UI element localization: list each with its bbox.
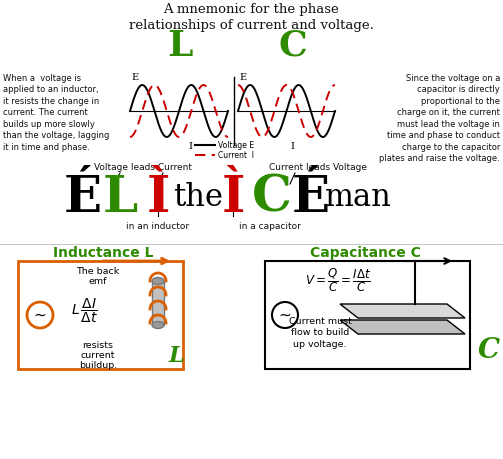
Ellipse shape (152, 321, 164, 329)
Text: Current  I: Current I (218, 151, 254, 159)
Text: É: É (64, 174, 102, 223)
Text: the: the (173, 183, 223, 213)
Text: I: I (188, 142, 192, 151)
Text: Voltage leads Current: Voltage leads Current (94, 163, 192, 172)
Text: $L\,\dfrac{\Delta I}{\Delta t}$: $L\,\dfrac{\Delta I}{\Delta t}$ (71, 297, 99, 325)
Text: E: E (239, 73, 246, 82)
Ellipse shape (152, 278, 164, 285)
Text: L: L (167, 29, 193, 63)
Polygon shape (340, 304, 465, 318)
Text: ~: ~ (279, 308, 291, 323)
Text: Inductance L: Inductance L (53, 246, 153, 260)
Text: E: E (131, 73, 138, 82)
Text: Current leads Voltage: Current leads Voltage (269, 163, 367, 172)
Text: Ì: Ì (146, 174, 170, 223)
Text: in a capacitor: in a capacitor (239, 222, 301, 231)
Text: $V = \dfrac{Q}{C} = \dfrac{I\Delta t}{C}$: $V = \dfrac{Q}{C} = \dfrac{I\Delta t}{C}… (305, 266, 371, 294)
Text: current: current (81, 351, 115, 360)
Text: C: C (279, 29, 307, 63)
Text: resists: resists (82, 341, 114, 350)
Text: É: É (292, 174, 330, 223)
FancyBboxPatch shape (152, 281, 164, 325)
Text: The back: The back (76, 267, 120, 276)
Text: emf: emf (89, 277, 107, 286)
Text: C: C (252, 174, 292, 223)
Text: ~: ~ (34, 308, 46, 323)
Text: L: L (169, 345, 185, 367)
Text: in an inductor: in an inductor (126, 222, 190, 231)
Text: Voltage E: Voltage E (218, 140, 254, 150)
Text: C: C (478, 337, 500, 364)
Text: When a  voltage is
applied to an inductor,
it resists the change in
current. The: When a voltage is applied to an inductor… (3, 74, 109, 152)
Polygon shape (340, 320, 465, 334)
Text: Since the voltage on a
capacitor is directly
proportional to the
charge on it, t: Since the voltage on a capacitor is dire… (379, 74, 500, 163)
Text: A mnemonic for the phase
relationships of current and voltage.: A mnemonic for the phase relationships o… (129, 3, 373, 32)
Text: L: L (103, 174, 138, 223)
Text: I: I (290, 142, 294, 151)
Text: man: man (324, 183, 391, 213)
Text: buildup.: buildup. (79, 361, 117, 370)
Text: Current must
flow to build
up voltage.: Current must flow to build up voltage. (289, 317, 352, 349)
Text: Ì: Ì (221, 174, 244, 223)
Text: Capacitance C: Capacitance C (309, 246, 421, 260)
